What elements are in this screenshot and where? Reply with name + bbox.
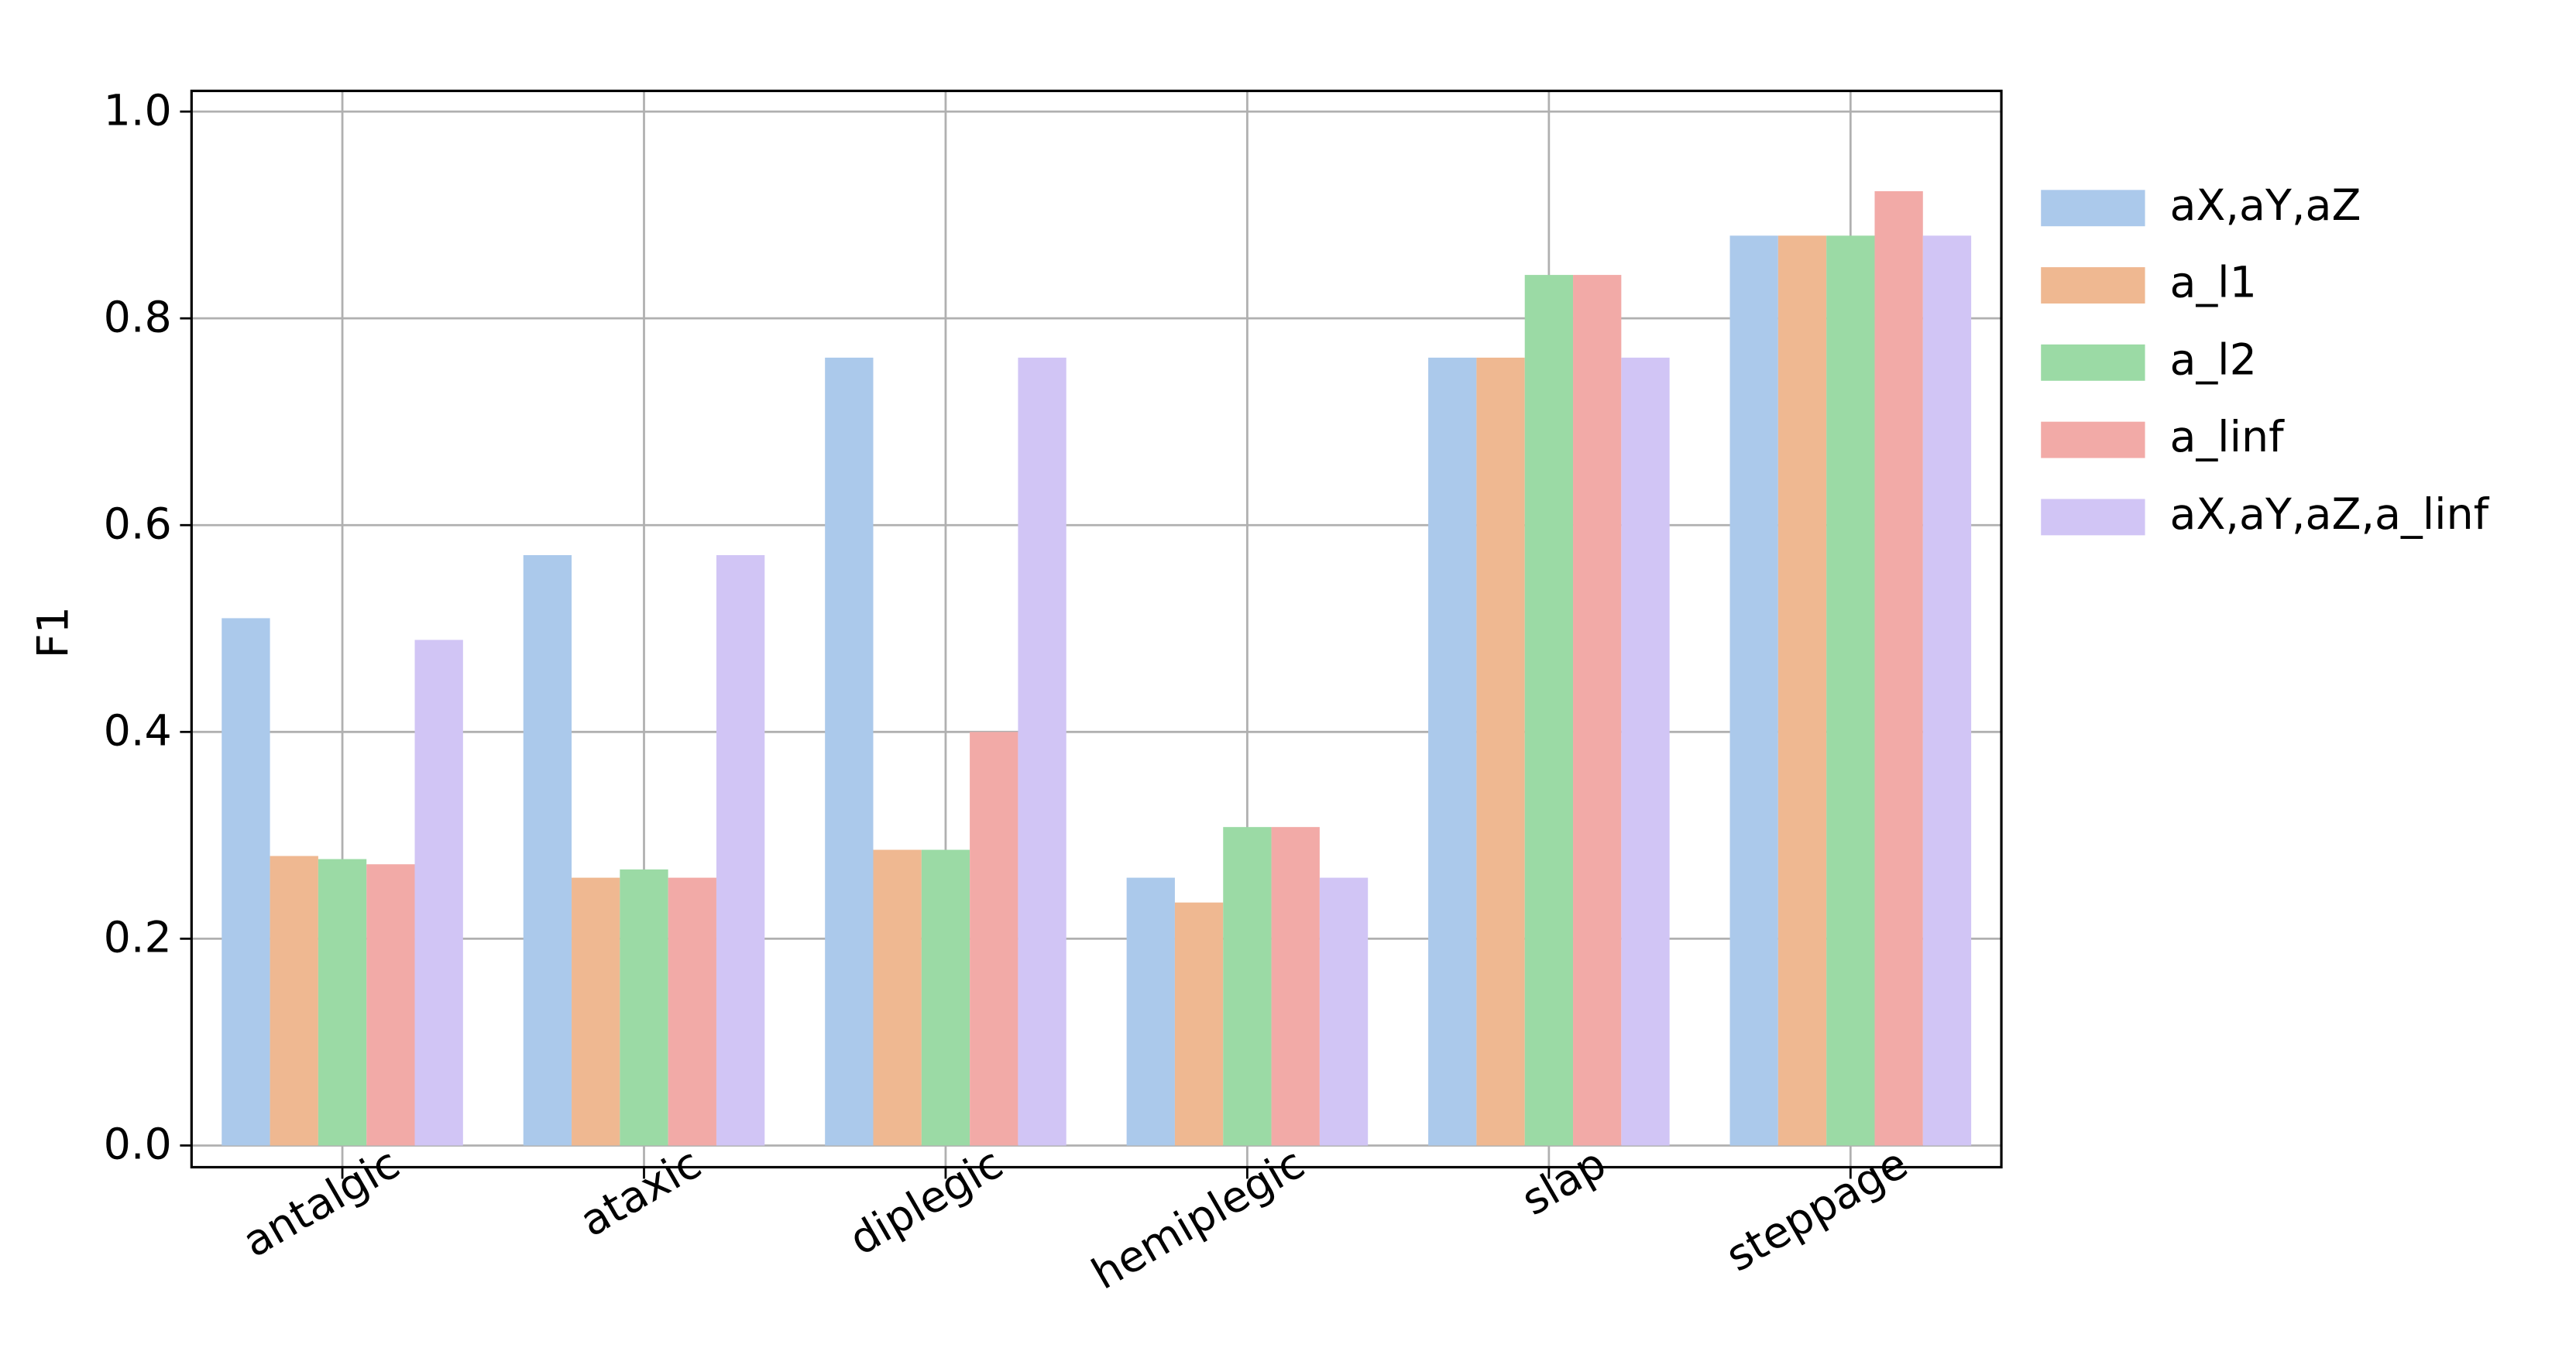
- y-tick-label: 0.8: [104, 293, 172, 342]
- legend-label: a_linf: [2170, 413, 2286, 462]
- bar: [318, 859, 367, 1146]
- y-tick-label: 1.0: [104, 86, 172, 135]
- bar: [270, 856, 318, 1146]
- bar: [1524, 275, 1574, 1146]
- bar: [970, 732, 1018, 1146]
- legend-label: aX,aY,aZ: [2170, 181, 2361, 231]
- legend-swatch: [2041, 499, 2145, 536]
- bar: [1874, 190, 1923, 1146]
- bar: [1621, 357, 1670, 1146]
- legend-swatch: [2041, 344, 2145, 381]
- y-axis-label: F1: [29, 606, 79, 658]
- bar: [1476, 357, 1525, 1146]
- bar: [620, 869, 668, 1146]
- legend-swatch: [2041, 421, 2145, 458]
- legend-label: a_l2: [2170, 335, 2257, 385]
- bar: [1223, 827, 1272, 1146]
- bar: [1319, 877, 1369, 1146]
- bar: [873, 849, 922, 1146]
- bar: [1826, 235, 1875, 1146]
- bar: [825, 357, 874, 1146]
- x-tick-label: ataxic: [572, 1139, 709, 1247]
- x-tick-label: diplegic: [841, 1139, 1011, 1266]
- bar: [1922, 235, 1972, 1146]
- y-tick-label: 0.0: [104, 1120, 172, 1170]
- bar: [921, 849, 970, 1146]
- bar: [1729, 235, 1778, 1146]
- legend-swatch: [2041, 267, 2145, 304]
- x-tick-label: antalgic: [235, 1139, 408, 1267]
- x-tick-label: steppage: [1718, 1139, 1916, 1282]
- x-tick-label: slap: [1513, 1139, 1614, 1226]
- bar: [1271, 827, 1320, 1146]
- bar: [1126, 877, 1175, 1146]
- bar: [716, 554, 765, 1146]
- y-tick-label: 0.4: [104, 707, 172, 756]
- legend-label: aX,aY,aZ,a_linf: [2170, 490, 2490, 540]
- plot-frame: [190, 89, 2003, 1169]
- legend-label: a_l1: [2170, 259, 2257, 308]
- bar: [414, 640, 463, 1146]
- x-tick-label: hemiplegic: [1084, 1139, 1314, 1300]
- y-tick-label: 0.2: [104, 914, 172, 963]
- bar: [668, 877, 716, 1146]
- bar: [1428, 357, 1477, 1146]
- y-tick-label: 0.6: [104, 499, 172, 549]
- legend-swatch: [2041, 190, 2145, 227]
- bar: [1174, 902, 1224, 1146]
- bar: [572, 877, 620, 1146]
- bar: [1573, 275, 1622, 1146]
- bar: [366, 864, 415, 1146]
- bar: [1018, 357, 1066, 1146]
- bar: [523, 554, 572, 1146]
- bar: [1777, 235, 1827, 1146]
- bar: [222, 618, 270, 1146]
